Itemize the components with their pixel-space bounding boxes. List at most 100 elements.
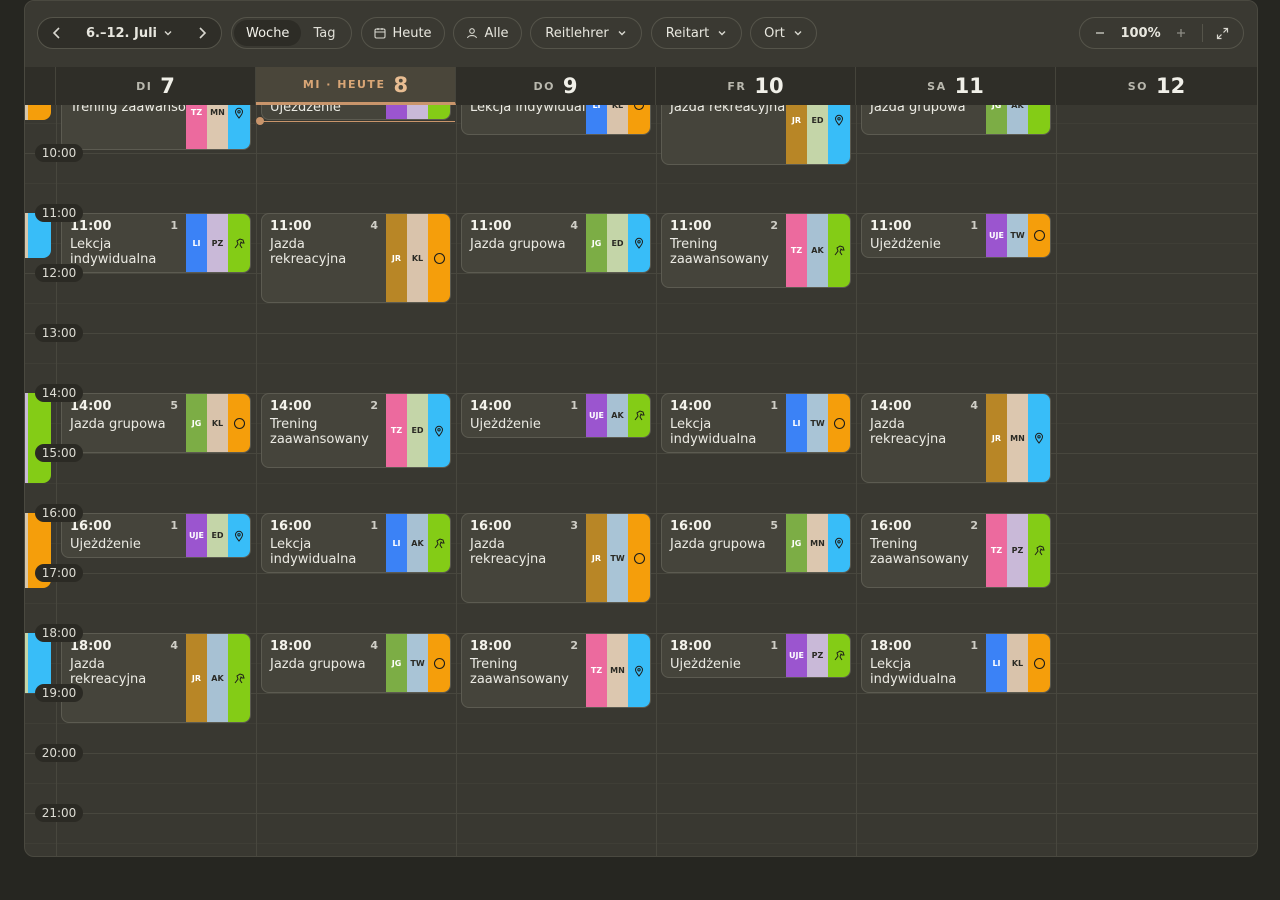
- half-hour-gridline: [25, 363, 1257, 364]
- event-name: Ujeżdżenie: [70, 537, 141, 552]
- riding-type-filter[interactable]: Reitart: [651, 17, 742, 49]
- tag-chip: JG: [786, 514, 807, 572]
- event-card[interactable]: 11:00 4 Jazda grupowa JG ED: [461, 213, 651, 273]
- event-time: 14:00: [670, 399, 712, 414]
- day-header-thu[interactable]: DO 9: [456, 67, 656, 105]
- day-header-sat[interactable]: SA 11: [856, 67, 1056, 105]
- event-strips: UJE TW: [986, 214, 1050, 257]
- event-card[interactable]: 16:00 1 Lekcja indywidualna LI AK: [261, 513, 451, 573]
- event-name: Lekcja indywidualna: [870, 657, 957, 687]
- pin-icon: [828, 105, 850, 164]
- tag-chip: TZ: [986, 514, 1007, 587]
- event-card[interactable]: 16:00 1 Ujeżdżenie UJE ED: [61, 513, 251, 558]
- previous-week-button[interactable]: [42, 18, 72, 48]
- day-header-sun[interactable]: SO 12: [1056, 67, 1257, 105]
- day-header-wed-today[interactable]: MI · HEUTE 8: [256, 67, 456, 105]
- participant-count: 5: [170, 399, 178, 412]
- tag-chip: JR: [986, 394, 1007, 482]
- hour-gridline: [25, 153, 1257, 154]
- event-card[interactable]: 18:00 4 Jazda grupowa JG TW: [261, 633, 451, 693]
- tag-chip: ED: [607, 214, 628, 272]
- instructor-filter[interactable]: Reitlehrer: [530, 17, 642, 49]
- event-time: 14:00: [270, 399, 312, 414]
- tag-chip: LI: [186, 214, 207, 272]
- day-header-fri[interactable]: FR 10: [656, 67, 856, 105]
- zoom-out-button[interactable]: [1088, 18, 1112, 48]
- column-divider: [56, 105, 57, 856]
- tag-chip: TZ: [586, 634, 607, 707]
- pin-icon: [828, 514, 850, 572]
- calendar-window: 6.–12. Juli Woche Tag Heute Alle Reitleh…: [24, 0, 1258, 857]
- instructor-filter-label: Reitlehrer: [545, 25, 609, 41]
- event-time: 11:00: [870, 219, 912, 234]
- pin-icon: [1028, 394, 1050, 482]
- event-strips: TZ ED: [386, 394, 450, 467]
- view-day-tab[interactable]: Tag: [313, 25, 336, 41]
- event-strips: LI PZ: [186, 214, 250, 272]
- event-name: Trening zaawansowany: [470, 657, 569, 687]
- tag-chip: [407, 105, 428, 119]
- event-card[interactable]: 18:00 2 Trening zaawansowany TZ MN: [461, 633, 651, 708]
- tag-chip: LI: [386, 514, 407, 572]
- event-card-edge[interactable]: [25, 633, 51, 693]
- event-card[interactable]: 16:00 2 Trening zaawansowany TZ PZ: [861, 513, 1051, 588]
- fullscreen-button[interactable]: [1211, 18, 1235, 48]
- all-people-button[interactable]: Alle: [453, 17, 522, 49]
- half-hour-gridline: [25, 783, 1257, 784]
- event-card[interactable]: 14:00 5 Jazda grupowa JG KL: [61, 393, 251, 453]
- event-card[interactable]: 11:00 1 Ujeżdżenie UJE TW: [861, 213, 1051, 258]
- tag-chip: JR: [586, 514, 607, 602]
- event-card[interactable]: 14:00 4 Jazda rekreacyjna JR MN: [861, 393, 1051, 483]
- event-card-edge[interactable]: [25, 213, 51, 258]
- location-filter[interactable]: Ort: [750, 17, 817, 49]
- event-card[interactable]: 16:00 3 Jazda rekreacyjna JR TW: [461, 513, 651, 603]
- event-card-partial-fri[interactable]: Jazda rekreacyjna JR ED: [661, 105, 851, 165]
- participant-count: 1: [970, 219, 978, 232]
- event-strips: LI TW: [786, 394, 850, 452]
- minus-icon: [1096, 32, 1104, 34]
- event-strips: JG ED: [586, 214, 650, 272]
- event-card[interactable]: 11:00 1 Lekcja indywidualna LI PZ: [61, 213, 251, 273]
- date-range-selector[interactable]: 6.–12. Juli: [86, 26, 173, 41]
- half-hour-gridline: [25, 183, 1257, 184]
- event-card[interactable]: 16:00 5 Jazda grupowa JG MN: [661, 513, 851, 573]
- view-week-tab[interactable]: Woche: [234, 20, 302, 46]
- tag-chip: PZ: [807, 634, 828, 677]
- day-header-tue[interactable]: DI 7: [56, 67, 256, 105]
- event-card-partial-sat[interactable]: Jazda grupowa JG AK: [861, 105, 1051, 135]
- event-card[interactable]: 18:00 1 Ujeżdżenie UJE PZ: [661, 633, 851, 678]
- next-week-button[interactable]: [187, 18, 217, 48]
- event-card-partial-tue[interactable]: Trening zaawansowany TZ MN: [61, 105, 251, 150]
- event-card-edge[interactable]: [25, 105, 51, 120]
- today-button[interactable]: Heute: [361, 17, 445, 49]
- event-name: Trening zaawansowany: [670, 237, 769, 267]
- chevron-right-icon: [199, 27, 207, 39]
- day-number: 9: [562, 74, 578, 98]
- tag-chip: AK: [1007, 105, 1028, 134]
- zoom-in-button[interactable]: [1169, 18, 1193, 48]
- event-card-partial-wed[interactable]: Ujeżdżenie: [261, 105, 451, 120]
- event-card-partial-thu[interactable]: Lekcja indywidualna LI KL: [461, 105, 651, 135]
- plus-icon: [1177, 29, 1186, 37]
- event-card[interactable]: 11:00 2 Trening zaawansowany TZ AK: [661, 213, 851, 288]
- circle-icon: [428, 634, 450, 692]
- event-card[interactable]: 14:00 1 Lekcja indywidualna LI TW: [661, 393, 851, 453]
- event-strips: JG TW: [386, 634, 450, 692]
- event-strips: JR KL: [386, 214, 450, 302]
- event-time: 18:00: [70, 639, 112, 654]
- participant-count: 1: [370, 519, 378, 532]
- week-grid[interactable]: Trening zaawansowany TZ MN Ujeżdżenie Le…: [25, 105, 1257, 856]
- participant-count: 1: [170, 219, 178, 232]
- tag-chip: KL: [407, 214, 428, 302]
- event-card[interactable]: 14:00 2 Trening zaawansowany TZ ED: [261, 393, 451, 468]
- event-card[interactable]: 18:00 4 Jazda rekreacyjna JR AK: [61, 633, 251, 723]
- event-card[interactable]: 18:00 1 Lekcja indywidualna LI KL: [861, 633, 1051, 693]
- event-card[interactable]: 11:00 4 Jazda rekreacyjna JR KL: [261, 213, 451, 303]
- event-strips: JR MN: [986, 394, 1050, 482]
- event-card[interactable]: 14:00 1 Ujeżdżenie UJE AK: [461, 393, 651, 438]
- time-label: 14:00: [35, 384, 83, 402]
- tag-chip: JR: [786, 105, 807, 164]
- event-time: 18:00: [470, 639, 512, 654]
- event-strips: JR TW: [586, 514, 650, 602]
- event-card-edge[interactable]: [25, 393, 51, 483]
